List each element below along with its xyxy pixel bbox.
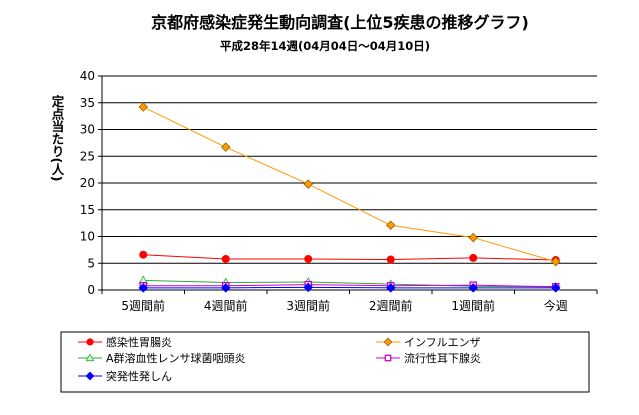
data-point [303, 179, 314, 189]
legend-label: 突発性発しん [106, 369, 172, 383]
series-line [143, 284, 556, 288]
gridlines [102, 75, 597, 264]
x-tick-label: 1週間前 [451, 298, 495, 313]
y-tick-label: 30 [80, 123, 95, 137]
chart-subtitle: 平成28年14週(04月04日～04月10日) [220, 39, 430, 53]
data-point [139, 250, 148, 259]
data-point [385, 220, 396, 231]
legend-label: 流行性耳下腺炎 [404, 351, 481, 365]
y-tick-labels: 0 5 10 15 20 25 30 35 40 [80, 69, 95, 297]
legend-item: 感染性胃腸炎 [78, 335, 172, 349]
series-line [143, 106, 556, 263]
x-tick-label: 3週間前 [286, 298, 330, 313]
data-point [386, 255, 395, 264]
y-tick-label: 10 [80, 230, 95, 244]
y-tick-label: 0 [87, 283, 95, 297]
legend-label: インフルエンザ [404, 336, 481, 349]
x-tick-label: 4週間前 [204, 298, 248, 313]
series-2 [138, 102, 561, 267]
data-point [303, 282, 314, 293]
legend-label: 感染性胃腸炎 [106, 335, 172, 349]
legend-item: 突発性発しん [78, 369, 172, 383]
data-point [550, 283, 561, 293]
y-axis-label: 定点当たり(人) [50, 94, 65, 181]
x-tick-label: 2週間前 [369, 298, 413, 313]
data-point [469, 253, 478, 262]
series-line [143, 286, 556, 289]
legend-item: 流行性耳下腺炎 [376, 351, 481, 365]
y-tick-label: 40 [80, 69, 95, 83]
series-1 [139, 250, 560, 265]
data-point [385, 283, 396, 293]
chart-title: 京都府感染症発生動向調査(上位5疾患の推移グラフ) [151, 13, 529, 32]
data-point [86, 338, 94, 346]
data-point [85, 353, 95, 362]
y-tick-label: 20 [80, 176, 95, 190]
y-tick-label: 5 [87, 256, 95, 270]
data-point [138, 283, 149, 293]
y-tick-label: 25 [80, 149, 95, 163]
data-point [85, 371, 95, 381]
data-point [468, 283, 479, 293]
data-point [383, 337, 393, 347]
axes [98, 75, 598, 294]
legend-item: A群溶血性レンサ球菌咽頭炎 [78, 351, 246, 365]
data-point [221, 254, 230, 263]
x-tick-labels: 5週間前 4週間前 3週間前 2週間前 1週間前 今週 [121, 298, 567, 313]
data-point [220, 283, 231, 293]
legend-item: インフルエンザ [376, 336, 481, 349]
x-tick-label: 今週 [544, 298, 568, 313]
y-tick-label: 35 [80, 96, 95, 110]
data-point [550, 256, 561, 267]
data-point [138, 102, 149, 112]
series-group [138, 102, 561, 293]
data-point [384, 354, 392, 362]
y-tick-label: 15 [80, 203, 95, 217]
legend-box [60, 331, 590, 393]
data-point [304, 254, 313, 263]
data-point [468, 232, 479, 243]
data-point [220, 142, 231, 152]
series-line [143, 279, 556, 288]
series-5 [138, 282, 561, 293]
x-tick-label: 5週間前 [121, 298, 165, 313]
legend-label: A群溶血性レンサ球菌咽頭炎 [106, 351, 246, 365]
series-line [143, 254, 556, 261]
